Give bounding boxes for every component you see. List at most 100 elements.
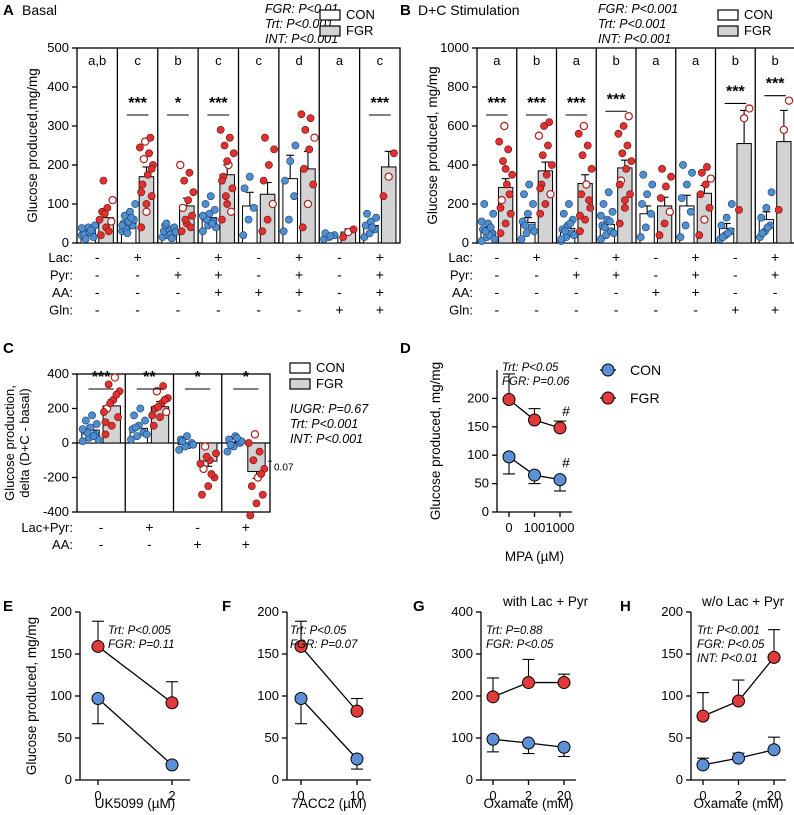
fgr-point: [497, 195, 506, 205]
fgr-point: [162, 407, 171, 417]
fgr-point: [587, 164, 596, 173]
fgr-point: [216, 125, 225, 134]
con-point: [597, 211, 605, 220]
legend-marker-con: [601, 363, 615, 377]
y-tick-label: 150: [467, 419, 489, 434]
group-2: **: [127, 369, 172, 444]
condition-value: +: [133, 249, 141, 265]
y-tick-label: 0: [462, 235, 469, 250]
data-point: [528, 413, 541, 427]
fgr-point: [258, 490, 267, 499]
data-point: [165, 696, 179, 710]
fgr-point: [108, 195, 117, 205]
condition-value: -: [773, 284, 778, 300]
stat-text: FGR: P<0.05: [697, 639, 765, 651]
fgr-point: [228, 184, 237, 193]
y-tick-label: 300: [47, 118, 69, 133]
condition-value: -: [147, 536, 152, 552]
y-tick-label: 100: [467, 447, 489, 462]
legend-label: FGR: [316, 376, 343, 391]
y-tick-label: 1000: [440, 40, 469, 55]
condition-label: Lac:: [448, 250, 473, 265]
group-1: a ***: [477, 53, 516, 245]
legend-swatch-con: [319, 9, 341, 21]
data-point: [350, 752, 364, 766]
panel-letter: H: [620, 598, 631, 615]
fgr-point: [695, 231, 704, 240]
fgr-point: [620, 203, 629, 212]
fgr-point: [139, 154, 149, 164]
group-letter: b: [732, 53, 739, 68]
fgr-bar: [736, 143, 752, 244]
fgr-point: [620, 196, 629, 204]
con-point: [175, 445, 184, 454]
condition-value: -: [99, 536, 104, 552]
y-tick-label: 200: [50, 604, 72, 619]
y-tick-label: 400: [447, 157, 469, 172]
fgr-point: [246, 511, 255, 520]
group-letter: c: [377, 53, 384, 68]
con-point: [565, 200, 573, 208]
group-4: b ***: [597, 53, 636, 244]
data-point: [294, 639, 308, 653]
fgr-point: [218, 215, 226, 224]
condition-value: +: [692, 284, 700, 300]
fgr-point: [101, 430, 110, 439]
con-point: [127, 213, 136, 222]
fgr-point: [138, 180, 147, 189]
fgr-point: [159, 382, 168, 390]
legend-label: FGR: [744, 23, 771, 38]
con-point: [92, 420, 101, 428]
fgr-point: [196, 459, 205, 468]
condition-label: Pyr:: [50, 268, 73, 283]
y-tick-label: 200: [447, 196, 469, 211]
data-point: [502, 450, 516, 464]
condition-value: -: [733, 267, 738, 283]
fgr-point: [542, 170, 551, 179]
con-point: [81, 416, 90, 425]
fgr-point: [665, 207, 674, 216]
con-point: [718, 233, 727, 242]
group-letter: b: [174, 53, 181, 68]
con-point: [77, 224, 86, 233]
condition-label: Gln:: [49, 303, 73, 318]
stat-text: Trt: P<0.005: [108, 625, 171, 637]
con-point: [286, 157, 295, 165]
con-point: [727, 200, 736, 208]
fgr-point: [142, 207, 151, 216]
con-point: [486, 223, 495, 232]
panel-letter: B: [400, 2, 411, 19]
condition-value: -: [614, 302, 619, 318]
data-point: [91, 639, 105, 653]
con-point: [81, 235, 90, 243]
fgr-point: [536, 184, 545, 193]
fgr-point: [545, 118, 554, 126]
con-point: [127, 435, 135, 444]
fgr-point: [662, 182, 670, 191]
fgr-point: [506, 209, 515, 218]
x-tick-label: 0: [699, 788, 706, 803]
con-point: [131, 200, 140, 208]
fgr-point: [200, 442, 210, 451]
con-point: [162, 219, 171, 228]
stat-text: INT: P<0.01: [697, 653, 758, 665]
fgr-point: [250, 430, 260, 439]
fgr-point: [739, 113, 749, 123]
condition-value: -: [574, 284, 579, 300]
significance-stars: ***: [527, 95, 546, 112]
fgr-point: [244, 439, 253, 447]
condition-value: -: [654, 302, 659, 318]
condition-value: +: [376, 249, 384, 265]
fgr-point: [257, 470, 266, 478]
condition-value: +: [295, 267, 303, 283]
con-point: [133, 432, 142, 440]
series-fgr: [502, 373, 567, 435]
fgr-point: [667, 172, 675, 181]
stat-text: Trt: P<0.001: [265, 17, 333, 31]
condition-value: +: [771, 302, 779, 318]
condition-label: AA:: [52, 285, 73, 300]
condition-value: -: [534, 267, 539, 283]
fgr-point: [656, 194, 665, 203]
